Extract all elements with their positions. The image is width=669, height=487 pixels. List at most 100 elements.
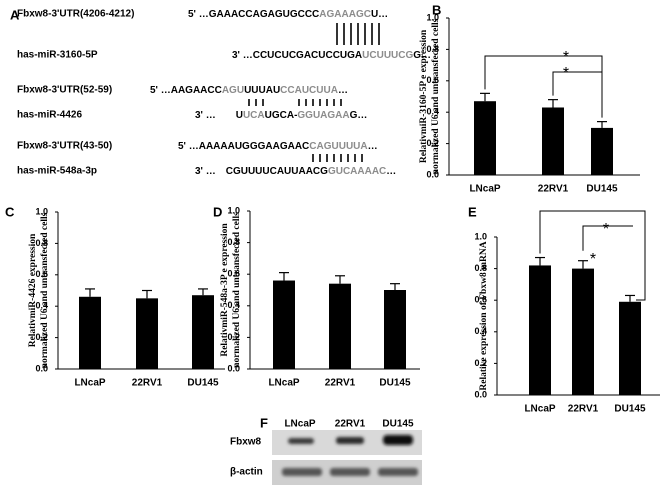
y-tick-label: 0.2 — [474, 358, 487, 368]
sequence-label: has-miR-3160-5P — [17, 50, 98, 61]
sequence-part: 3' … — [195, 110, 216, 121]
y-tick-label: 0.2 — [35, 332, 48, 342]
significance-bracket — [552, 71, 602, 96]
x-tick-label: DU145 — [379, 378, 411, 389]
y-tick-label: 1.0 — [227, 205, 240, 215]
y-axis-label: RelativmiR-3160-5P e expression — [419, 29, 429, 163]
sequence-label: Fbxw8-3'UTR(52-59) — [17, 85, 112, 96]
x-tick-label: LNcaP — [524, 404, 555, 415]
blot-row-label: Fbxw8 — [230, 437, 262, 448]
x-tick-label: 22RV1 — [538, 184, 569, 195]
sequence-part: UUUAU — [244, 85, 280, 96]
significance-star: * — [563, 49, 569, 66]
panel-label: B — [432, 2, 441, 17]
bar — [384, 290, 406, 369]
significance-bracket — [484, 55, 603, 118]
y-tick-label: 0.4 — [227, 300, 240, 310]
bar — [192, 295, 214, 369]
bar — [542, 107, 564, 175]
sequence: 3' … CGUUUUCAUUAACGGUCAAAAC… — [195, 166, 396, 177]
sequence-label: has-miR-4426 — [17, 110, 82, 121]
panel-label: F — [260, 415, 268, 430]
sequence-part: … — [386, 166, 396, 177]
significance-star: * — [590, 251, 596, 268]
western-blot — [272, 430, 422, 485]
x-tick-label: LNcaP — [74, 378, 105, 389]
significance-star: * — [603, 221, 609, 238]
y-tick-label: 1.0 — [426, 12, 439, 22]
sequence: 5' …GAAACCAGAGUGCCCAGAAAGCU… — [188, 9, 388, 20]
y-axis-label: normalized U6 and untransfected cells — [40, 212, 50, 368]
sequence-part: AGU — [222, 85, 244, 96]
x-tick-label: 22RV1 — [568, 404, 599, 415]
y-tick-label: 0.4 — [426, 107, 439, 117]
pairing-bars — [248, 23, 380, 162]
sequence-part: CCAUCUUA — [280, 85, 338, 96]
lane-label: DU145 — [382, 419, 414, 430]
significance-bracket — [539, 210, 646, 301]
sequence-part: GGUAGAA — [297, 110, 349, 121]
x-tick-label: 22RV1 — [325, 378, 356, 389]
y-tick-label: 0.2 — [227, 332, 240, 342]
y-tick-label: 1.0 — [474, 231, 487, 241]
band — [330, 468, 370, 476]
lane-label: LNcaP — [284, 419, 315, 430]
band — [378, 468, 418, 476]
bar — [329, 283, 351, 369]
lane-label: 22RV1 — [335, 419, 366, 430]
y-axis-label: normalized U6 and untransfected cells — [431, 18, 441, 174]
sequence-part: 5' …GAAACCAGAGUGCCC — [188, 9, 319, 20]
sequence: 5' …AAAAAUGGGAAGAACCAGUUUUA… — [178, 141, 378, 152]
panel-label: A — [10, 7, 20, 22]
y-tick-label: 0.0 — [35, 363, 48, 373]
sequence: 3' … UUCAUGCA-GGUAGAAG… — [195, 110, 367, 121]
y-tick-label: 0.0 — [426, 169, 439, 179]
bar — [591, 127, 613, 175]
y-tick-label: 0.0 — [474, 389, 487, 399]
sequence: 3' …CCUCUCGACUCCUGAUCUUUCGG… — [232, 50, 431, 61]
y-tick-label: 0.4 — [35, 301, 48, 311]
sequence-part: AGAAAGC — [319, 9, 371, 20]
sequence-part: 5' …AAGAACC — [150, 85, 222, 96]
y-tick-label: 0.6 — [35, 269, 48, 279]
panel-label: C — [5, 204, 15, 219]
x-tick-label: 22RV1 — [132, 378, 163, 389]
x-tick-label: LNcaP — [469, 184, 500, 195]
band — [282, 468, 322, 476]
panel-label: E — [468, 204, 477, 219]
bar — [619, 301, 641, 395]
sequence-part: U — [236, 110, 243, 121]
sequence-part: U… — [371, 9, 388, 20]
y-tick-label: 0.2 — [426, 138, 439, 148]
y-tick-label: 0.6 — [227, 269, 240, 279]
sequence-part: UCUUUCG — [362, 50, 413, 61]
sequence-part: G… — [350, 110, 368, 121]
sequence: 5' …AAGAACCAGUUUUAUCCAUCUUA… — [150, 85, 348, 96]
x-tick-label: LNcaP — [268, 378, 299, 389]
sequence-part: G… — [413, 50, 431, 61]
x-tick-label: DU145 — [586, 184, 618, 195]
y-tick-label: 0.8 — [227, 237, 240, 247]
sequence-part: … — [338, 85, 348, 96]
y-axis-label: RelativmiR-4426 expression — [28, 233, 38, 347]
band — [383, 435, 413, 445]
bar — [572, 268, 594, 395]
sequence-part: GUCAAAAC — [328, 166, 386, 177]
bar — [79, 296, 101, 369]
y-tick-label: 0.8 — [474, 263, 487, 273]
bar — [474, 101, 496, 175]
y-tick-label: 0.8 — [426, 44, 439, 54]
significance-star: * — [563, 65, 569, 82]
y-tick-label: 0.4 — [474, 326, 487, 336]
sequence-part: UGCA- — [265, 110, 298, 121]
y-tick-label: 0.6 — [474, 295, 487, 305]
x-tick-label: DU145 — [614, 404, 646, 415]
y-tick-label: 0.8 — [35, 238, 48, 248]
sequence-part: 3' …CCUCUCGACUCCUGA — [232, 50, 362, 61]
sequence-part: 5' …AAAAAUGGGAAGAAC — [178, 141, 309, 152]
sequence-label: Fbxw8-3'UTR(43-50) — [17, 141, 112, 152]
blot-row-label: β-actin — [230, 467, 263, 478]
bar — [529, 265, 551, 395]
sequence-part: CAGUUUUA — [309, 141, 367, 152]
